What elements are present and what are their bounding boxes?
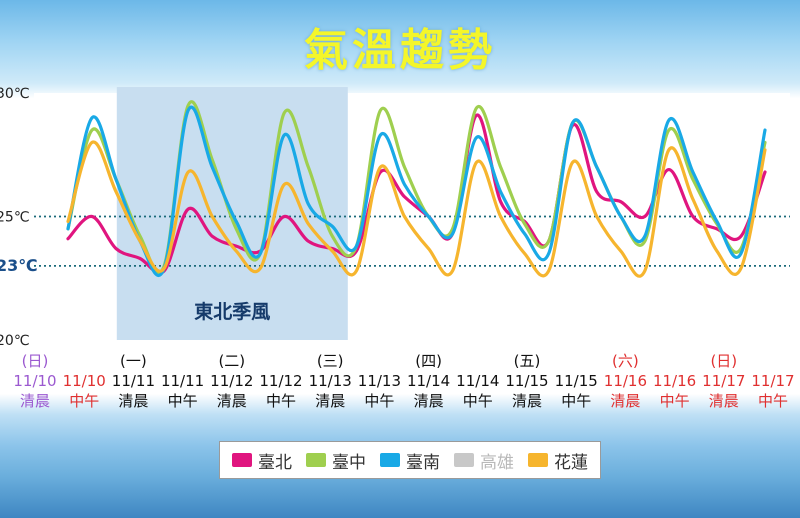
legend-swatch-kaohsiung	[454, 453, 474, 467]
x-label-date: 11/15	[505, 372, 548, 390]
x-label-period: 中午	[266, 392, 296, 410]
x-label-date: 11/17	[751, 372, 794, 390]
legend-swatch-taichung	[306, 453, 326, 467]
x-label-period: 清晨	[118, 392, 148, 410]
x-label-day: (一)	[120, 352, 147, 370]
series-line-4	[66, 140, 767, 278]
x-label-period: 清晨	[20, 392, 50, 410]
legend-swatch-tainan	[380, 453, 400, 467]
x-label-date: 11/13	[309, 372, 352, 390]
legend-label-tainan: 臺南	[406, 452, 440, 473]
x-label-day: (日)	[710, 352, 737, 370]
legend-label-taipei: 臺北	[258, 452, 292, 473]
x-label-day: (五)	[514, 352, 541, 370]
legend-item-kaohsiung: 高雄	[454, 448, 514, 473]
x-label-day: (二)	[218, 352, 245, 370]
x-label-date: 11/16	[604, 372, 647, 390]
x-label-date: 11/15	[555, 372, 598, 390]
x-label-period: 清晨	[709, 392, 739, 410]
legend-swatch-taipei	[232, 453, 252, 467]
x-label-period: 中午	[69, 392, 99, 410]
legend-swatch-hualien	[528, 453, 548, 467]
x-label-period: 中午	[463, 392, 493, 410]
x-label-period: 清晨	[315, 392, 345, 410]
x-label-date: 11/11	[161, 372, 204, 390]
chart-title: 氣溫趨勢	[304, 25, 496, 76]
legend-item-hualien: 花蓮	[528, 448, 588, 473]
x-label-day: (三)	[317, 352, 344, 370]
legend-item-tainan: 臺南	[380, 448, 440, 473]
y-tick-label: 30℃	[0, 86, 30, 102]
shaded-region-label: 東北季風	[194, 300, 270, 323]
temperature-line-chart: 東北季風 30℃ 25℃ 23℃ 20℃ (日) 11/10 清晨 11/10 中午 (一) 11/1…	[0, 86, 795, 410]
y-tick-label: 20℃	[0, 333, 30, 349]
x-label-date: 11/10	[63, 372, 106, 390]
legend: 臺北 臺中 臺南 高雄 花蓮	[219, 441, 601, 479]
y-tick-label: 23℃	[0, 256, 38, 275]
x-label-period: 清晨	[610, 392, 640, 410]
legend-label-taichung: 臺中	[332, 452, 366, 473]
x-label-period: 中午	[660, 392, 690, 410]
legend-item-taipei: 臺北	[232, 448, 292, 473]
x-label-date: 11/12	[210, 372, 253, 390]
x-label-day: (六)	[612, 352, 639, 370]
x-label-period: 中午	[364, 392, 394, 410]
x-label-date: 11/11	[112, 372, 155, 390]
legend-label-hualien: 花蓮	[554, 452, 588, 473]
x-label-date: 11/10	[13, 372, 56, 390]
x-label-date: 11/14	[407, 372, 450, 390]
y-tick-label: 25℃	[0, 210, 30, 226]
x-label-period: 中午	[561, 392, 591, 410]
series-line-2	[66, 105, 767, 278]
x-label-period: 清晨	[414, 392, 444, 410]
x-label-period: 清晨	[217, 392, 247, 410]
x-label-day: (日)	[22, 352, 49, 370]
legend-label-kaohsiung: 高雄	[480, 452, 514, 473]
x-label-period: 中午	[168, 392, 198, 410]
x-label-period: 中午	[758, 392, 788, 410]
x-label-day: (四)	[415, 352, 442, 370]
x-label-date: 11/14	[456, 372, 499, 390]
x-label-date: 11/17	[702, 372, 745, 390]
legend-item-taichung: 臺中	[306, 448, 366, 473]
x-label-date: 11/13	[358, 372, 401, 390]
x-label-period: 清晨	[512, 392, 542, 410]
x-label-date: 11/16	[653, 372, 696, 390]
x-label-date: 11/12	[259, 372, 302, 390]
